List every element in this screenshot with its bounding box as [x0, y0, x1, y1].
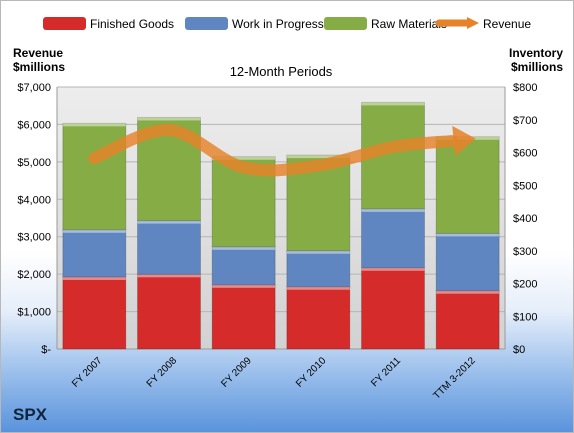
- bar-finished-goods: [211, 284, 276, 350]
- right-tick-label: $200: [513, 279, 537, 291]
- bar-highlight: [137, 117, 201, 121]
- legend-label-raw-materials: Raw Materials: [371, 17, 447, 31]
- x-tick-label: FY 2008: [145, 355, 180, 390]
- left-tick-label: $1,000: [17, 307, 51, 319]
- right-tick-label: $400: [513, 213, 537, 225]
- bar-work-in-progress: [137, 220, 201, 275]
- left-tick-label: $5,000: [17, 157, 51, 169]
- bar-highlight: [62, 276, 126, 280]
- bar-finished-goods: [137, 273, 201, 350]
- legend: Finished Goods Work in Progress Raw Mate…: [43, 17, 531, 31]
- bar-finished-goods: [286, 286, 351, 350]
- bar-highlight: [212, 284, 276, 288]
- revenue-arrowhead: [452, 125, 476, 156]
- bar-raw-materials: [435, 136, 500, 234]
- legend-label-revenue: Revenue: [483, 17, 531, 31]
- legend-swatch-finished-goods: [43, 17, 86, 30]
- bar-highlight: [286, 286, 350, 290]
- left-axis-title-line1: Revenue: [13, 46, 63, 60]
- left-tick-label: $6,000: [17, 119, 51, 131]
- bar-highlight: [212, 246, 276, 250]
- plot-area: [57, 87, 505, 349]
- bar-work-in-progress: [211, 246, 276, 286]
- left-tick-label: $2,000: [17, 269, 51, 281]
- legend-swatch-raw-materials: [324, 17, 367, 30]
- revenue-point: [392, 146, 394, 148]
- bar-highlight: [436, 233, 500, 237]
- bar-highlight: [436, 290, 500, 294]
- x-tick-label: FY 2010: [294, 355, 329, 390]
- bar-highlight: [286, 155, 350, 159]
- x-tick-label: TTM 3-2012: [431, 355, 478, 402]
- bar-highlight: [137, 220, 201, 224]
- company-ticker: SPX: [13, 405, 48, 424]
- x-tick-label: FY 2011: [369, 355, 403, 389]
- left-tick-label: $3,000: [17, 232, 51, 244]
- right-tick-label: $300: [513, 246, 537, 258]
- right-tick-label: $0: [513, 344, 525, 356]
- bar-highlight: [62, 229, 126, 233]
- right-axis-title-line2: $millions: [511, 60, 563, 74]
- bar-raw-materials: [62, 122, 127, 231]
- right-tick-label: $700: [513, 115, 537, 127]
- revenue-point: [317, 165, 319, 167]
- bar-finished-goods: [62, 276, 127, 350]
- legend-label-work-in-progress: Work in Progress: [232, 17, 324, 31]
- bar-highlight: [137, 274, 201, 278]
- bar-work-in-progress: [62, 229, 127, 278]
- chart-title: 12-Month Periods: [230, 64, 333, 79]
- left-tick-label: $-: [41, 344, 51, 356]
- revenue-point: [243, 166, 245, 168]
- bar-finished-goods: [435, 290, 500, 350]
- right-tick-label: $600: [513, 148, 537, 160]
- bars: [62, 101, 500, 350]
- bar-work-in-progress: [361, 208, 425, 269]
- left-tick-label: $7,000: [17, 82, 51, 94]
- right-tick-label: $500: [513, 180, 537, 192]
- bar-work-in-progress: [286, 250, 351, 288]
- x-tick-label: FY 2009: [219, 355, 254, 390]
- legend-label-finished-goods: Finished Goods: [90, 17, 174, 31]
- bar-finished-goods: [361, 267, 425, 350]
- right-tick-label: $800: [513, 82, 537, 94]
- x-axis-ticks: FY 2007 FY 2008 FY 2009 FY 2010 FY 2011 TTM 3…: [70, 355, 478, 402]
- bar-highlight: [361, 102, 425, 106]
- legend-arrow-icon: [467, 17, 479, 29]
- revenue-point: [467, 138, 469, 140]
- revenue-line: [88, 124, 458, 177]
- right-axis-ticks: $0 $100 $200 $300 $400 $500 $600 $700 $800: [513, 82, 537, 356]
- left-tick-label: $4,000: [17, 194, 51, 206]
- x-tick-label: FY 2007: [70, 355, 105, 390]
- bar-highlight: [361, 267, 425, 271]
- bar-work-in-progress: [435, 232, 500, 292]
- revenue-point: [93, 157, 95, 159]
- bar-highlight: [361, 208, 425, 212]
- bar-highlight: [212, 156, 276, 160]
- left-axis-ticks: $- $1,000 $2,000 $3,000 $4,000 $5,000 $6,000 $7…: [17, 82, 51, 356]
- bar-highlight: [62, 123, 126, 127]
- bar-highlight: [286, 250, 350, 254]
- revenue-point: [168, 129, 170, 131]
- left-axis-title-line2: $millions: [13, 60, 65, 74]
- gridlines: [56, 86, 506, 350]
- revenue-line-group: [88, 124, 476, 177]
- right-axis-title-line1: Inventory: [509, 46, 563, 60]
- right-tick-label: $100: [513, 311, 537, 323]
- legend-swatch-work-in-progress: [185, 17, 228, 30]
